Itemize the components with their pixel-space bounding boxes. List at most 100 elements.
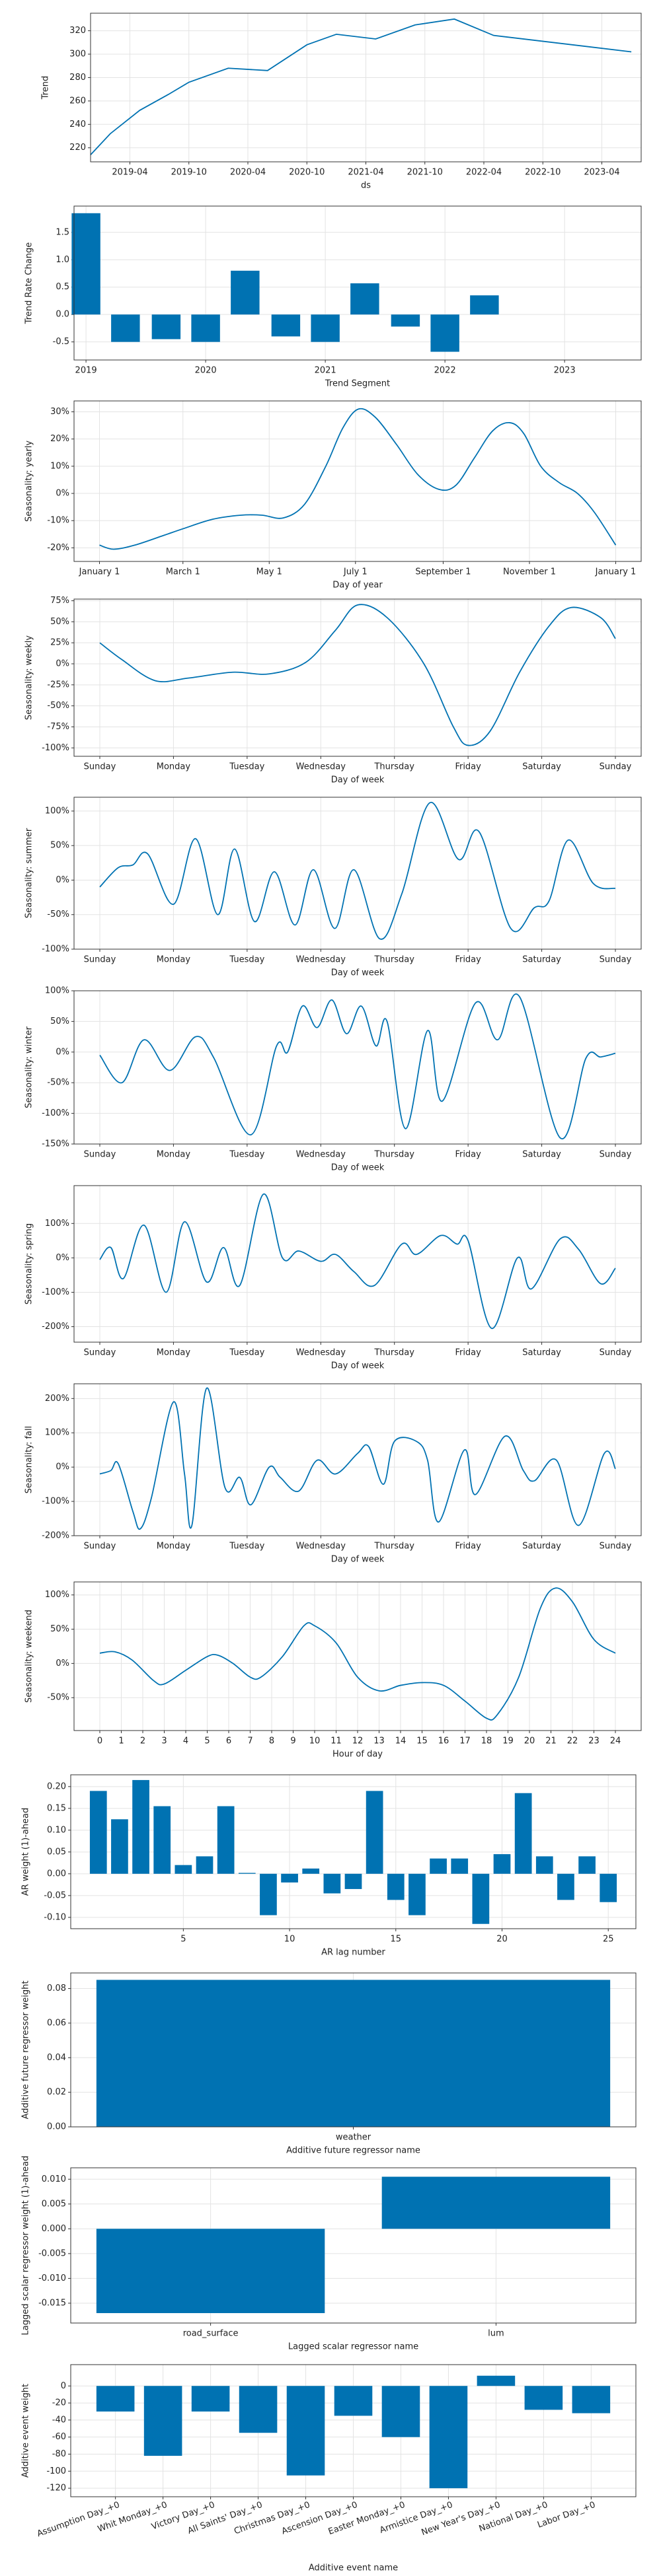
y-tick-label: -40 <box>52 2415 66 2425</box>
bar <box>430 1858 447 1874</box>
y-tick-label: 30% <box>50 407 69 417</box>
x-tick-label: January 1 <box>595 567 637 577</box>
x-axis-label: Day of week <box>331 1361 385 1371</box>
bar <box>381 2386 420 2437</box>
x-tick-label: 2020-04 <box>230 168 266 178</box>
x-tick-label: 1 <box>118 1736 124 1746</box>
axes-frame <box>73 1383 642 1536</box>
bar <box>96 2386 135 2412</box>
x-tick-label: Monday <box>157 1348 191 1358</box>
x-tick-label: 19 <box>502 1736 514 1746</box>
x-tick-label: Friday <box>455 1150 481 1160</box>
axes-frame <box>73 400 642 562</box>
x-tick-label: Friday <box>455 1348 481 1358</box>
y-tick-label: 0.06 <box>47 2018 66 2028</box>
x-tick-label: Tuesday <box>229 1542 264 1552</box>
axes-frame <box>73 797 642 950</box>
x-axis-label: Additive event name <box>309 2563 398 2573</box>
x-tick-label: Assumption Day_+0 <box>36 2500 121 2539</box>
bar <box>381 2176 611 2229</box>
y-axis-label: Trend Rate Change <box>24 242 34 324</box>
y-tick-label: 0.00 <box>47 1869 66 1878</box>
x-tick-label: January 1 <box>79 567 120 577</box>
bar <box>151 314 181 340</box>
series-line <box>99 1194 616 1330</box>
bar <box>111 314 140 342</box>
x-tick-label: 10 <box>309 1736 321 1746</box>
x-tick-label: Sunday <box>600 955 632 965</box>
x-axis-label: Day of week <box>331 1555 385 1565</box>
x-tick-label: 2023 <box>554 366 576 376</box>
y-tick-label: -200% <box>42 1322 69 1332</box>
y-tick-label: 200% <box>45 1394 69 1404</box>
x-tick-label: 22 <box>567 1736 578 1746</box>
y-tick-label: -200% <box>42 1531 69 1541</box>
y-tick-label: -120 <box>46 2484 66 2493</box>
x-tick-label: 2020 <box>195 366 217 376</box>
y-tick-label: 0.010 <box>42 2174 66 2184</box>
y-tick-label: 0.15 <box>47 1803 66 1813</box>
axes-frame <box>70 2167 637 2324</box>
x-tick-label: 2021 <box>315 366 336 376</box>
y-axis-label: Additive future regressor weight <box>21 1981 31 2120</box>
x-tick-label: 5 <box>180 1935 186 1945</box>
x-tick-label: 17 <box>459 1736 471 1746</box>
x-tick-label: Tuesday <box>229 762 264 772</box>
x-tick-label: Sunday <box>84 1542 116 1552</box>
bar <box>344 1873 362 1889</box>
x-tick-label: 13 <box>373 1736 385 1746</box>
y-tick-label: 50% <box>50 1624 69 1634</box>
bar <box>572 2386 611 2414</box>
y-tick-label: 0% <box>56 1253 69 1263</box>
x-tick-label: 15 <box>391 1935 402 1945</box>
x-tick-label: 24 <box>610 1736 621 1746</box>
bar <box>470 295 499 315</box>
y-tick-label: -20% <box>47 543 69 553</box>
x-tick-label: Sunday <box>600 1348 632 1358</box>
x-tick-label: Tuesday <box>229 1348 264 1358</box>
series-line <box>99 802 616 940</box>
y-tick-label: 0.20 <box>47 1781 66 1791</box>
x-axis-label: Day of year <box>332 581 383 590</box>
y-axis-label: Seasonality: winter <box>24 1026 34 1108</box>
bar <box>238 1873 256 1874</box>
x-tick-label: 10 <box>284 1935 295 1945</box>
bar <box>217 1806 235 1874</box>
y-tick-label: 1.5 <box>56 227 69 237</box>
x-axis-label: Lagged scalar regressor name <box>288 2342 418 2352</box>
bar <box>323 1873 341 1894</box>
y-tick-label: 0.04 <box>47 2053 66 2063</box>
y-tick-label: 0.10 <box>47 1825 66 1835</box>
x-tick-label: May 1 <box>256 567 282 577</box>
bar <box>514 1793 532 1874</box>
bar <box>557 1873 574 1900</box>
bar <box>366 1791 383 1874</box>
y-tick-label: -80 <box>52 2449 66 2459</box>
x-tick-label: 9 <box>290 1736 295 1746</box>
x-tick-label: Thursday <box>373 1348 414 1358</box>
y-tick-label: -0.005 <box>38 2248 66 2258</box>
x-tick-label: Wednesday <box>296 762 346 772</box>
y-tick-label: -100% <box>42 1497 69 1507</box>
series-line <box>99 993 616 1139</box>
x-tick-label: Sunday <box>600 1150 632 1160</box>
x-tick-label: 2023-04 <box>584 168 619 178</box>
y-tick-label: -100% <box>42 1287 69 1297</box>
bar <box>96 2229 325 2313</box>
x-axis-label: Trend Segment <box>325 379 390 389</box>
y-tick-label: -60 <box>52 2432 66 2442</box>
bar <box>191 314 220 342</box>
x-tick-label: Thursday <box>373 762 414 772</box>
x-tick-label: Monday <box>157 1542 191 1552</box>
axes-frame <box>73 990 642 1145</box>
y-tick-label: -20 <box>52 2398 66 2408</box>
x-tick-label: 25 <box>603 1935 614 1945</box>
x-tick-label: 2019-04 <box>112 168 147 178</box>
y-tick-label: -0.015 <box>38 2298 66 2308</box>
x-tick-label: 2022-04 <box>466 168 502 178</box>
x-tick-label: 11 <box>330 1736 342 1746</box>
bar <box>387 1873 405 1900</box>
y-tick-label: -0.10 <box>44 1912 66 1922</box>
x-tick-label: Friday <box>455 1542 481 1552</box>
y-tick-label: 25% <box>50 638 69 648</box>
